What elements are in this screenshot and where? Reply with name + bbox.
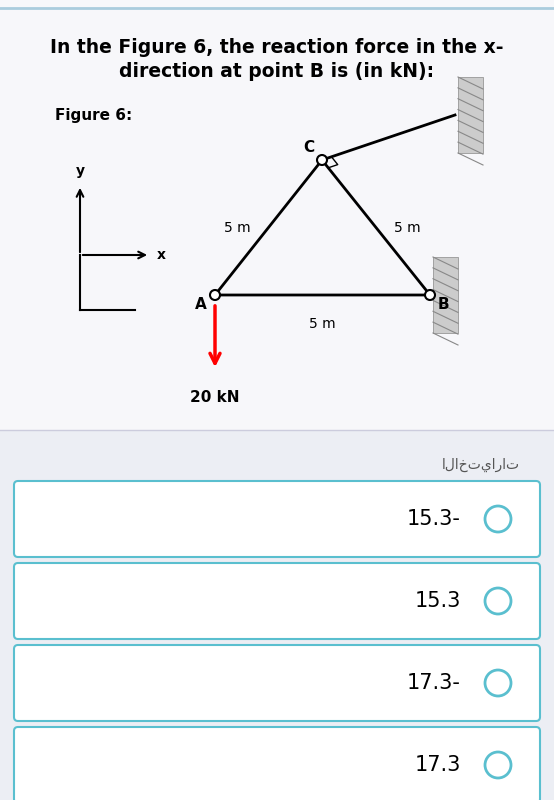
Text: 15.3-: 15.3- xyxy=(407,509,461,529)
Text: الاختيارات: الاختيارات xyxy=(442,458,520,472)
FancyBboxPatch shape xyxy=(14,727,540,800)
Bar xyxy=(458,77,483,153)
Text: B: B xyxy=(438,297,450,312)
FancyBboxPatch shape xyxy=(14,481,540,557)
FancyBboxPatch shape xyxy=(14,645,540,721)
Text: C: C xyxy=(303,140,314,155)
Circle shape xyxy=(485,670,511,696)
Text: A: A xyxy=(195,297,207,312)
Circle shape xyxy=(317,155,327,165)
Text: direction at point B is (in kN):: direction at point B is (in kN): xyxy=(120,62,434,81)
Text: In the Figure 6, the reaction force in the x-: In the Figure 6, the reaction force in t… xyxy=(50,38,504,57)
Circle shape xyxy=(485,588,511,614)
Text: 17.3: 17.3 xyxy=(414,755,461,775)
Circle shape xyxy=(425,290,435,300)
Text: y: y xyxy=(75,164,85,178)
Circle shape xyxy=(210,290,220,300)
FancyBboxPatch shape xyxy=(14,563,540,639)
Text: x: x xyxy=(157,248,166,262)
FancyBboxPatch shape xyxy=(0,430,554,800)
Bar xyxy=(433,257,458,333)
Text: 5 m: 5 m xyxy=(394,221,420,234)
FancyBboxPatch shape xyxy=(0,0,554,430)
Text: 15.3: 15.3 xyxy=(414,591,461,611)
Text: 5 m: 5 m xyxy=(224,221,250,234)
Circle shape xyxy=(485,752,511,778)
Text: Figure 6:: Figure 6: xyxy=(55,108,132,123)
Text: 17.3-: 17.3- xyxy=(407,673,461,693)
Text: 20 kN: 20 kN xyxy=(190,390,240,405)
Circle shape xyxy=(485,506,511,532)
Text: 5 m: 5 m xyxy=(309,317,336,331)
